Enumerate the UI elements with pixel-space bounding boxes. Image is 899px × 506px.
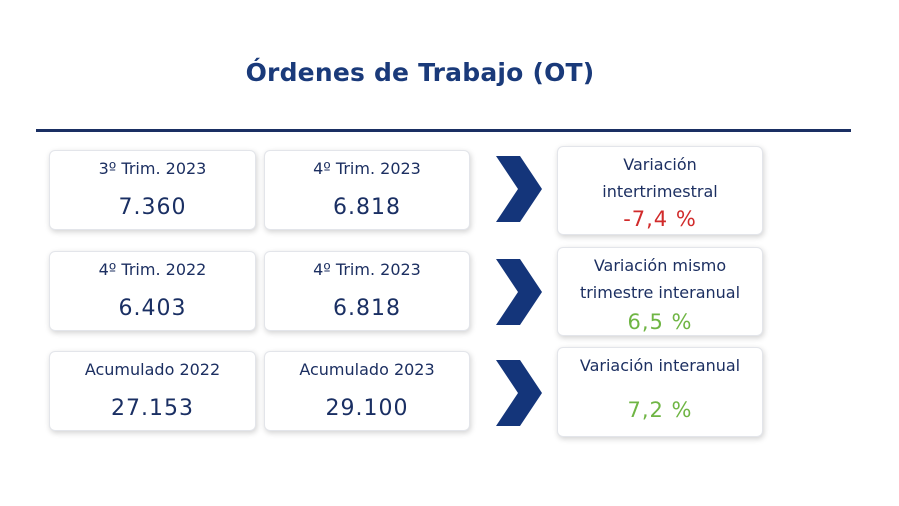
period-value: 29.100 bbox=[325, 396, 409, 421]
card-period-a: Acumulado 2022 27.153 bbox=[49, 351, 256, 431]
period-label: Acumulado 2023 bbox=[299, 360, 435, 379]
period-value: 6.818 bbox=[333, 296, 401, 321]
card-period-b: 4º Trim. 2023 6.818 bbox=[264, 150, 470, 230]
period-value: 27.153 bbox=[111, 396, 194, 421]
page-title: Órdenes de Trabajo (OT) bbox=[245, 58, 595, 87]
card-period-b: 4º Trim. 2023 6.818 bbox=[264, 251, 470, 331]
card-variation: Variación intertrimestral -7,4 % bbox=[557, 146, 763, 235]
card-period-a: 4º Trim. 2022 6.403 bbox=[49, 251, 256, 331]
variation-value: -7,4 % bbox=[623, 207, 697, 231]
period-value: 6.818 bbox=[333, 195, 401, 220]
title-divider bbox=[36, 129, 851, 132]
period-label: 4º Trim. 2022 bbox=[98, 260, 207, 279]
card-variation: Variación interanual 7,2 % bbox=[557, 347, 763, 437]
variation-label: Variación interanual bbox=[579, 356, 741, 375]
card-variation: Variación mismo trimestre interanual 6,5… bbox=[557, 247, 763, 336]
period-label: 4º Trim. 2023 bbox=[313, 159, 421, 178]
card-period-a: 3º Trim. 2023 7.360 bbox=[49, 150, 256, 230]
variation-value: 6,5 % bbox=[627, 310, 693, 334]
variation-value: 7,2 % bbox=[627, 398, 693, 422]
chevron-right-icon bbox=[496, 259, 542, 325]
chevron-right-icon bbox=[496, 156, 542, 222]
period-value: 7.360 bbox=[118, 195, 187, 220]
period-value: 6.403 bbox=[118, 296, 187, 321]
period-label: 4º Trim. 2023 bbox=[313, 260, 421, 279]
variation-label: Variación intertrimestral bbox=[602, 155, 718, 201]
card-period-b: Acumulado 2023 29.100 bbox=[264, 351, 470, 431]
period-label: 3º Trim. 2023 bbox=[98, 159, 207, 178]
period-label: Acumulado 2022 bbox=[84, 360, 221, 379]
chevron-right-icon bbox=[496, 360, 542, 426]
variation-label: Variación mismo trimestre interanual bbox=[579, 256, 741, 302]
